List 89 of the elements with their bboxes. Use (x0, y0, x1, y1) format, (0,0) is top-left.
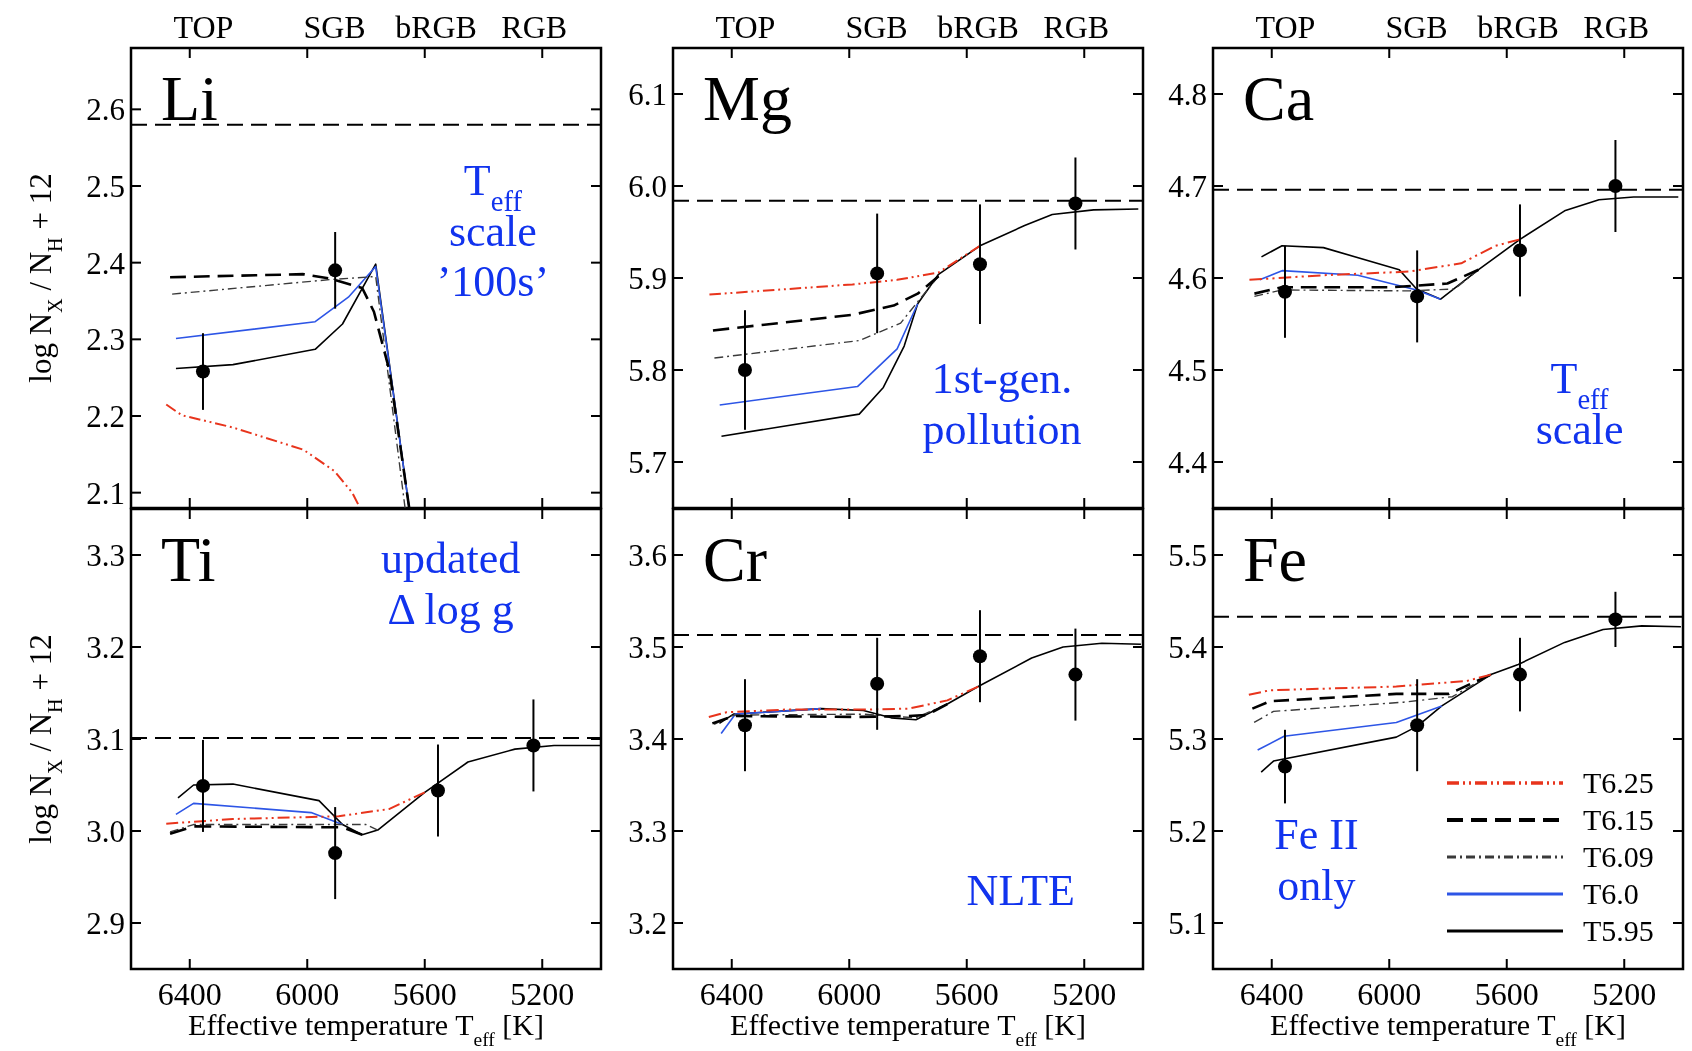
point (737, 718, 752, 733)
y-tick-label: 5.1 (1168, 906, 1207, 941)
point (328, 846, 343, 861)
point (1277, 759, 1292, 774)
y-tick-label: 4.7 (1168, 169, 1207, 204)
point (1410, 289, 1425, 304)
chart-title: Mg (703, 63, 792, 134)
text: RGB (1583, 9, 1650, 45)
y-tick-label: 2.3 (86, 322, 125, 358)
text: TOP (1255, 9, 1316, 45)
text: SGB (303, 9, 366, 45)
point (195, 778, 210, 793)
text: TOP (173, 9, 234, 45)
line-series (708, 244, 981, 296)
point (972, 649, 987, 664)
line-series (1248, 238, 1521, 281)
y-tick-label: 2.6 (86, 92, 125, 128)
point (430, 783, 445, 798)
y-tick-label: 5.8 (628, 353, 667, 388)
y-tick-label: 3.2 (628, 906, 667, 941)
text: bRGB (1477, 9, 1559, 45)
y-tick-label: 3.1 (86, 722, 125, 757)
point (870, 676, 885, 691)
annotation: updated Δ log g (380, 534, 521, 634)
y-tick-label: 4.6 (1168, 261, 1207, 296)
y-tick-label: 2.4 (86, 245, 126, 281)
chart-title: Li (161, 63, 218, 134)
text: RGB (501, 9, 568, 45)
y-tick-label: 2.1 (86, 475, 125, 511)
point (1068, 667, 1083, 682)
point (972, 257, 987, 272)
text: SGB (845, 9, 908, 45)
line-series (175, 802, 344, 826)
y-tick-label: 2.2 (86, 399, 125, 434)
line-series (707, 685, 980, 718)
y-tick-label: 5.5 (1168, 538, 1207, 573)
point (870, 266, 885, 281)
chart-title: Ca (1243, 63, 1315, 134)
line-series (165, 791, 426, 825)
y-tick-label: 3.2 (86, 630, 125, 665)
line-series (1256, 705, 1443, 751)
y-tick-label: 2.5 (86, 169, 125, 204)
y-tick-label: 3.3 (628, 814, 667, 849)
y-tick-label: 2.9 (86, 906, 125, 941)
annotation: T$_{eff}$ scale (1535, 354, 1624, 454)
legend-label: T6.15 (1583, 803, 1654, 836)
y-tick-label: 4.5 (1168, 353, 1207, 388)
y-tick-label: 4.8 (1168, 77, 1207, 112)
chart-title: Ti (161, 524, 216, 595)
y-tick-label: 3.3 (86, 538, 125, 573)
y-tick-label: 5.3 (1168, 722, 1207, 757)
point (1512, 667, 1527, 682)
text: SGB (1385, 9, 1448, 45)
y-tick-label: 5.2 (1168, 814, 1207, 849)
legend-label: T6.25 (1583, 766, 1654, 799)
y-tick-label: 5.9 (628, 261, 667, 296)
annotation: Fe II only (1274, 810, 1359, 910)
y-tick-label: 3.5 (628, 630, 667, 665)
legend-label: T5.95 (1583, 914, 1654, 947)
y-tick-label: 3.0 (86, 814, 125, 849)
y-tick-label: 3.6 (628, 538, 667, 573)
point (526, 738, 541, 753)
y-tick-label: 3.4 (628, 722, 668, 757)
text: TOP (715, 9, 776, 45)
chart-title: Fe (1243, 524, 1307, 595)
line-series (718, 302, 919, 406)
annotation: 1st-gen. pollution (922, 354, 1082, 454)
point (737, 363, 752, 377)
point (1512, 243, 1527, 258)
point (1277, 284, 1292, 299)
y-tick-label: 5.4 (1168, 630, 1208, 665)
y-tick-label: 4.4 (1168, 445, 1208, 480)
line-series (165, 403, 360, 506)
point (1608, 612, 1623, 627)
annotation: NLTE (966, 865, 1075, 915)
point (1068, 196, 1083, 211)
line-series (1247, 673, 1492, 696)
legend-label: T6.0 (1583, 877, 1639, 910)
legend-label: T6.09 (1583, 840, 1654, 873)
y-tick-label: 5.7 (628, 445, 667, 480)
annotation: T$_{eff}$ scale ’100s’ (436, 156, 550, 307)
y-tick-label: 6.0 (628, 169, 667, 204)
chart-title: Cr (703, 524, 767, 595)
point (1608, 179, 1623, 193)
point (1410, 718, 1425, 733)
y-tick-label: 6.1 (628, 77, 667, 112)
text: bRGB (395, 9, 477, 45)
text: RGB (1043, 9, 1110, 45)
text: bRGB (937, 9, 1019, 45)
